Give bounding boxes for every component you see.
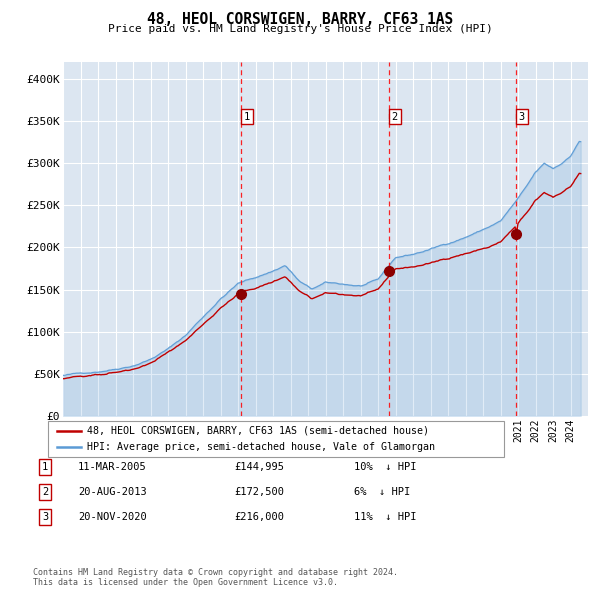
Text: 20-AUG-2013: 20-AUG-2013 bbox=[78, 487, 147, 497]
Text: 2: 2 bbox=[42, 487, 48, 497]
Text: 1: 1 bbox=[244, 112, 250, 122]
Text: 3: 3 bbox=[42, 512, 48, 522]
Text: 48, HEOL CORSWIGEN, BARRY, CF63 1AS: 48, HEOL CORSWIGEN, BARRY, CF63 1AS bbox=[147, 12, 453, 27]
Text: 11-MAR-2005: 11-MAR-2005 bbox=[78, 463, 147, 472]
Text: Price paid vs. HM Land Registry's House Price Index (HPI): Price paid vs. HM Land Registry's House … bbox=[107, 24, 493, 34]
Text: Contains HM Land Registry data © Crown copyright and database right 2024.
This d: Contains HM Land Registry data © Crown c… bbox=[33, 568, 398, 587]
Text: 20-NOV-2020: 20-NOV-2020 bbox=[78, 512, 147, 522]
Text: HPI: Average price, semi-detached house, Vale of Glamorgan: HPI: Average price, semi-detached house,… bbox=[87, 442, 435, 452]
Text: 10%  ↓ HPI: 10% ↓ HPI bbox=[354, 463, 416, 472]
Text: £216,000: £216,000 bbox=[234, 512, 284, 522]
Text: 1: 1 bbox=[42, 463, 48, 472]
Text: £144,995: £144,995 bbox=[234, 463, 284, 472]
Text: £172,500: £172,500 bbox=[234, 487, 284, 497]
Text: 48, HEOL CORSWIGEN, BARRY, CF63 1AS (semi-detached house): 48, HEOL CORSWIGEN, BARRY, CF63 1AS (sem… bbox=[87, 426, 429, 436]
Text: 6%  ↓ HPI: 6% ↓ HPI bbox=[354, 487, 410, 497]
Text: 2: 2 bbox=[392, 112, 398, 122]
Text: 11%  ↓ HPI: 11% ↓ HPI bbox=[354, 512, 416, 522]
Text: 3: 3 bbox=[519, 112, 525, 122]
